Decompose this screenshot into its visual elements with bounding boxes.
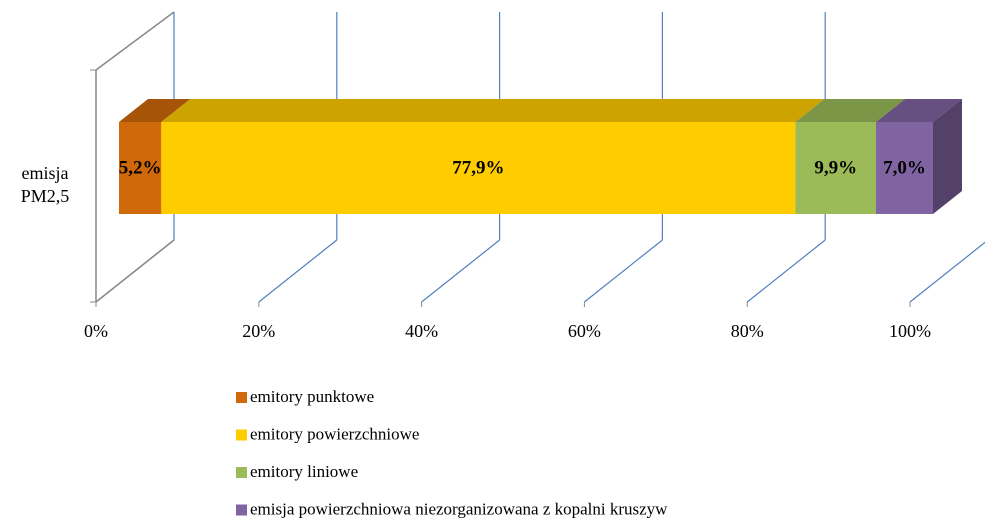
x-tick-label: 100% [889,321,931,341]
legend-label: emitory liniowe [250,462,358,481]
x-tick-label: 80% [731,321,764,341]
legend-swatch [236,504,247,516]
bar [876,122,933,214]
bar-top [795,99,906,122]
legend-label: emisja powierzchniowa niezorganizowana z… [250,499,668,518]
bar-top [119,99,191,122]
bar-top [876,99,962,122]
legend-label: emitory punktowe [250,387,374,406]
legend-swatch [236,392,247,403]
legend-swatch [236,429,247,441]
x-tick-label: 20% [242,321,275,341]
left-wall-edge [95,11,175,71]
bar [795,122,877,214]
x-tick-label: 60% [568,321,601,341]
legend-swatch [236,467,247,478]
grid-line [584,239,663,303]
data-label: 9,9% [814,157,857,178]
grid-line [258,239,338,303]
bar-top [161,99,825,122]
data-label: 7,0% [883,157,926,178]
bar [119,122,162,214]
y-tick-label: emisja PM2,5 [21,163,70,206]
floor-edge [95,239,175,303]
grid-line [421,239,500,303]
data-label: 5,2% [119,157,162,178]
legend-label: emitory powierzchniowe [250,424,419,443]
grid-line [909,241,985,303]
bar [161,122,796,214]
data-label: 77,9% [452,157,504,178]
bar-side [933,99,962,214]
x-tick-label: 0% [84,321,108,341]
grid-line [746,239,826,303]
x-tick-label: 40% [405,321,438,341]
